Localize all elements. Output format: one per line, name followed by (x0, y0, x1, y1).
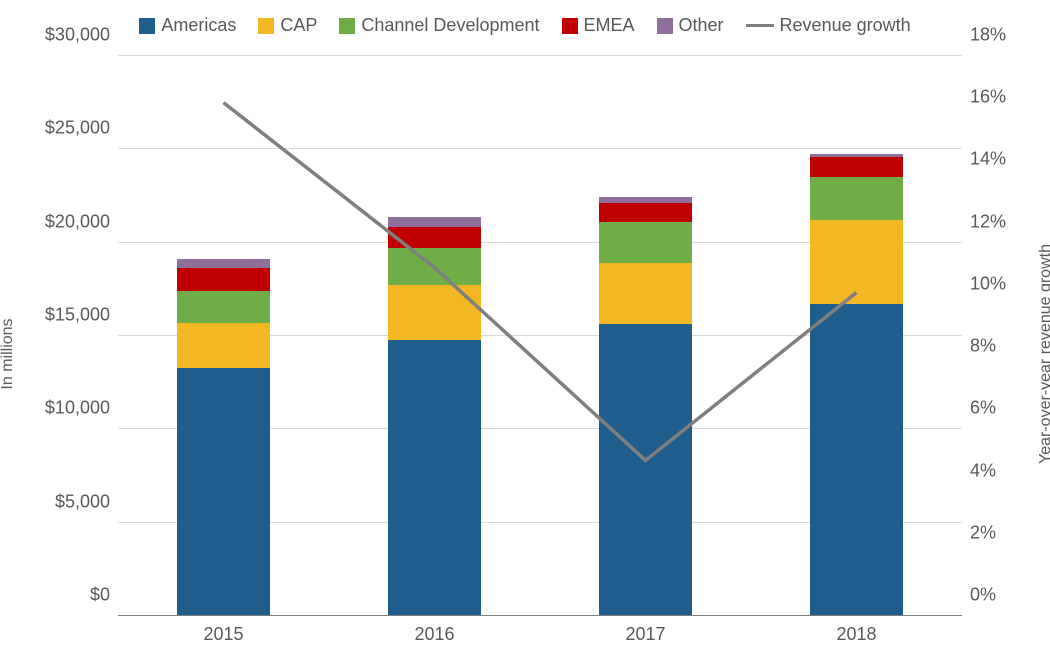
y-right-tick-label: 18% (962, 25, 1006, 46)
legend-swatch-other (657, 18, 673, 34)
x-tick-label: 2017 (625, 616, 665, 645)
y-left-tick-label: $30,000 (45, 25, 118, 46)
y-right-tick-label: 0% (962, 585, 996, 606)
legend-item-emea: EMEA (562, 15, 635, 36)
x-tick-label: 2018 (836, 616, 876, 645)
y-axis-left-label: In millions (0, 318, 17, 389)
legend-label: Other (679, 15, 724, 36)
legend-line-revenue-growth (746, 24, 774, 28)
y-axis-right-label: Year-over-year revenue growth (1037, 244, 1050, 464)
legend-item-other: Other (657, 15, 724, 36)
y-right-tick-label: 8% (962, 336, 996, 357)
y-left-tick-label: $25,000 (45, 118, 118, 139)
legend-item-channel-dev: Channel Development (339, 15, 539, 36)
y-right-tick-label: 6% (962, 398, 996, 419)
legend: Americas CAP Channel Development EMEA Ot… (0, 10, 1050, 51)
y-right-tick-label: 2% (962, 522, 996, 543)
line-series-svg (118, 56, 962, 616)
chart-container: Americas CAP Channel Development EMEA Ot… (0, 0, 1050, 670)
x-tick-label: 2016 (414, 616, 454, 645)
y-left-tick-label: $15,000 (45, 305, 118, 326)
legend-swatch-cap (258, 18, 274, 34)
legend-swatch-emea (562, 18, 578, 34)
y-right-tick-label: 4% (962, 460, 996, 481)
y-left-tick-label: $20,000 (45, 211, 118, 232)
legend-label: EMEA (584, 15, 635, 36)
legend-label: CAP (280, 15, 317, 36)
y-right-tick-label: 14% (962, 149, 1006, 170)
legend-item-revenue-growth: Revenue growth (746, 15, 911, 36)
plot-area: $0$5,000$10,000$15,000$20,000$25,000$30,… (118, 56, 962, 616)
legend-label: Revenue growth (780, 15, 911, 36)
legend-item-cap: CAP (258, 15, 317, 36)
legend-swatch-channel-dev (339, 18, 355, 34)
x-tick-label: 2015 (203, 616, 243, 645)
y-right-tick-label: 16% (962, 87, 1006, 108)
legend-label: Americas (161, 15, 236, 36)
revenue-growth-line (224, 103, 857, 461)
y-right-tick-label: 10% (962, 273, 1006, 294)
x-axis-baseline (118, 615, 962, 617)
y-left-tick-label: $10,000 (45, 398, 118, 419)
plot-wrapper: In millions Year-over-year revenue growt… (0, 51, 1050, 656)
legend-label: Channel Development (361, 15, 539, 36)
legend-swatch-americas (139, 18, 155, 34)
legend-item-americas: Americas (139, 15, 236, 36)
y-right-tick-label: 12% (962, 211, 1006, 232)
y-left-tick-label: $5,000 (55, 491, 118, 512)
y-left-tick-label: $0 (90, 585, 118, 606)
